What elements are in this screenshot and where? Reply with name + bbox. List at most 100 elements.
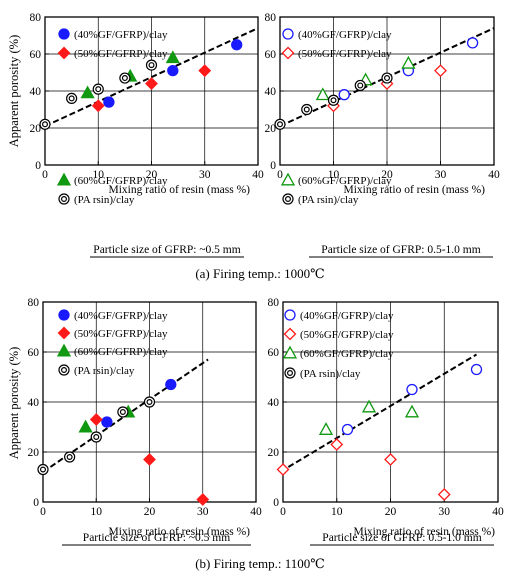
- x-tick-label: 30: [439, 506, 451, 518]
- legend-entry: (60%GF/GFRP)/clay: [56, 172, 168, 187]
- data-point: [165, 50, 180, 64]
- x-tick-label: 20: [381, 169, 393, 181]
- legend-entry: (PA rsin)/clay: [282, 193, 359, 206]
- legend-marker: [57, 46, 71, 60]
- particle-size-caption: Particle size of GFRP: ~0.5 mm: [83, 532, 230, 544]
- series-2: [276, 438, 451, 501]
- x-tick-label: 0: [280, 506, 286, 518]
- data-point-outer: [145, 59, 158, 71]
- x-tick-label: 20: [146, 169, 158, 181]
- data-point: [103, 96, 115, 108]
- data-point-inner: [41, 121, 48, 128]
- particle-size-caption: Particle size of GFRP: 0.5-1.0 mm: [322, 532, 481, 544]
- data-point: [143, 453, 156, 466]
- legend-marker: [284, 367, 296, 379]
- legend-entry: (60%GF/GFRP)/clay: [56, 343, 168, 358]
- x-tick-label: 10: [331, 506, 343, 518]
- y-tick-label: 20: [265, 123, 277, 135]
- x-tick-label: 30: [435, 169, 447, 181]
- data-point: [338, 89, 350, 101]
- x-axis-label: Mixing ratio of resin (mass %): [344, 184, 486, 196]
- data-point: [381, 72, 393, 84]
- data-point: [466, 37, 479, 49]
- legend-entry: (60%GF/GFRP)/clay: [282, 345, 394, 360]
- data-point: [91, 99, 105, 113]
- data-point: [327, 94, 340, 106]
- data-point: [167, 65, 179, 77]
- data-point-inner: [39, 466, 46, 473]
- data-point-inner: [330, 97, 337, 104]
- data-point: [78, 419, 93, 433]
- legend-marker: [282, 345, 298, 359]
- legend-label: (40%GF/GFRP)/clay: [298, 29, 392, 41]
- legend-label: (50%GF/GFRP)/clay: [74, 48, 168, 60]
- series-1: [103, 39, 243, 108]
- x-tick-label: 40: [250, 506, 262, 518]
- x-tick-label: 0: [42, 169, 48, 181]
- y-tick-label: 80: [28, 297, 40, 309]
- data-point: [101, 416, 113, 428]
- y-tick-label: 60: [268, 347, 280, 359]
- y-tick-label: 20: [30, 123, 42, 135]
- legend-marker-outer: [284, 367, 296, 379]
- x-tick-label: 20: [385, 506, 397, 518]
- data-point: [165, 378, 177, 391]
- data-point: [354, 79, 366, 92]
- series-2: [91, 64, 212, 113]
- y-tick-label: 60: [265, 49, 277, 61]
- x-tick-label: 20: [144, 506, 156, 518]
- legend-entry: (40%GF/GFRP)/clay: [58, 28, 168, 41]
- chart-panel-3: 0 10 20 30 40 0 20 40 60 80 Apparent porosity (%) M…: [7, 297, 262, 546]
- legend-entry: (40%GF/GFRP)/clay: [282, 28, 392, 41]
- x-tick-label: 40: [252, 169, 264, 181]
- x-tick-label: 40: [488, 169, 500, 181]
- data-point-outer: [39, 118, 51, 130]
- y-tick-label: 0: [35, 160, 41, 172]
- data-point: [384, 453, 397, 466]
- y-tick-label: 80: [265, 12, 277, 24]
- legend-marker: [58, 364, 70, 376]
- legend-marker-inner: [60, 196, 67, 203]
- series-1: [341, 363, 483, 436]
- legend-entry: (50%GF/GFRP)/clay: [283, 327, 394, 341]
- legend-label: (PA rsin)/clay: [74, 365, 135, 377]
- y-tick-label: 40: [268, 397, 280, 409]
- legend-marker: [283, 327, 297, 341]
- series-4: [37, 396, 156, 476]
- legend-entry: (60%GF/GFRP)/clay: [280, 172, 392, 187]
- particle-size-caption: Particle size of GFRP: 0.5-1.0 mm: [321, 244, 480, 256]
- data-point-outer: [354, 79, 366, 92]
- data-point: [143, 396, 156, 408]
- legend-label: (60%GF/GFRP)/clay: [300, 348, 394, 360]
- x-tick-label: 30: [199, 169, 211, 181]
- legend-marker: [280, 172, 296, 186]
- data-point: [90, 431, 102, 443]
- data-point: [330, 438, 344, 451]
- data-point-inner: [277, 121, 284, 128]
- legend-label: (60%GF/GFRP)/clay: [74, 175, 168, 187]
- data-point-inner: [93, 434, 100, 441]
- y-tick-label: 80: [30, 12, 42, 24]
- y-tick-label: 80: [268, 297, 280, 309]
- data-point: [437, 488, 451, 501]
- data-point: [318, 422, 334, 435]
- legend-marker: [282, 28, 294, 40]
- data-point-inner: [146, 399, 153, 406]
- data-point: [119, 72, 131, 84]
- data-point: [470, 363, 483, 376]
- x-tick-label: 30: [197, 506, 209, 518]
- data-point-outer: [119, 72, 131, 84]
- data-point: [198, 64, 212, 78]
- legend-label: (PA rsin)/clay: [74, 194, 135, 206]
- legend-entry: (PA rsin)/clay: [284, 367, 361, 380]
- data-point: [80, 85, 95, 99]
- caption-1100c: (b) Firing temp.: 1100℃: [195, 556, 325, 571]
- x-tick-label: 0: [277, 169, 283, 181]
- y-tick-label: 60: [28, 347, 40, 359]
- legend-marker: [58, 28, 70, 40]
- chart-panel-4: 0 10 20 30 40 0 20 40 60 80 Mixing ratio of resin …: [268, 297, 504, 546]
- data-point-outer: [90, 431, 102, 443]
- y-tick-label: 0: [270, 160, 276, 172]
- legend-entry: (50%GF/GFRP)/clay: [57, 326, 168, 340]
